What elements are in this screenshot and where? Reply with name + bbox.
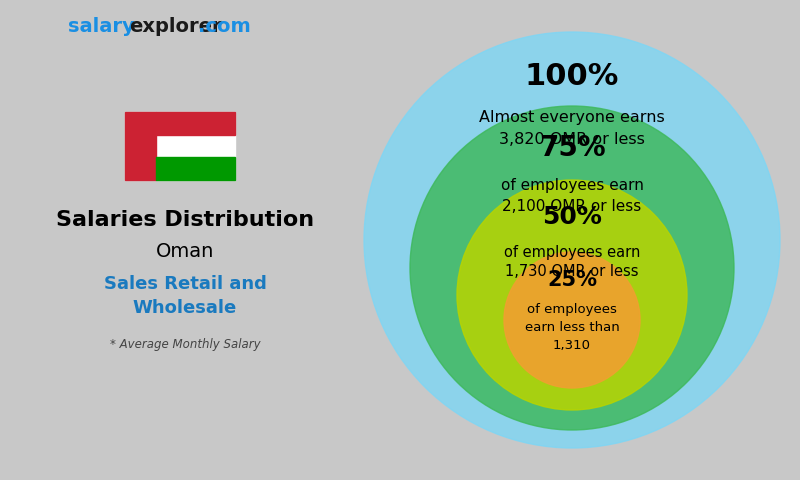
Text: of employees earn: of employees earn (501, 178, 643, 193)
Bar (125, 112, 156, 180)
Bar (156, 157, 235, 180)
Circle shape (504, 252, 640, 388)
Text: 1,730 OMR or less: 1,730 OMR or less (506, 264, 638, 279)
Text: 75%: 75% (538, 134, 606, 162)
Text: 1,310: 1,310 (553, 339, 591, 352)
Text: 2,100 OMR or less: 2,100 OMR or less (502, 199, 642, 214)
Text: 50%: 50% (542, 205, 602, 229)
Circle shape (457, 180, 687, 410)
Text: of employees: of employees (527, 303, 617, 316)
Text: salary: salary (68, 17, 134, 36)
Text: Sales Retail and
Wholesale: Sales Retail and Wholesale (103, 275, 266, 317)
Text: .com: .com (198, 17, 251, 36)
Bar (125, 112, 235, 180)
Text: Almost everyone earns: Almost everyone earns (479, 110, 665, 125)
Text: * Average Monthly Salary: * Average Monthly Salary (110, 338, 260, 351)
Circle shape (364, 32, 780, 448)
Text: earn less than: earn less than (525, 321, 619, 334)
Text: of employees earn: of employees earn (504, 245, 640, 260)
Text: 100%: 100% (525, 62, 619, 91)
Text: Salaries Distribution: Salaries Distribution (56, 210, 314, 230)
Text: Oman: Oman (156, 242, 214, 261)
Circle shape (410, 106, 734, 430)
Text: explorer: explorer (129, 17, 222, 36)
Bar (156, 112, 235, 135)
Text: 25%: 25% (547, 270, 597, 290)
Text: 3,820 OMR or less: 3,820 OMR or less (499, 132, 645, 147)
